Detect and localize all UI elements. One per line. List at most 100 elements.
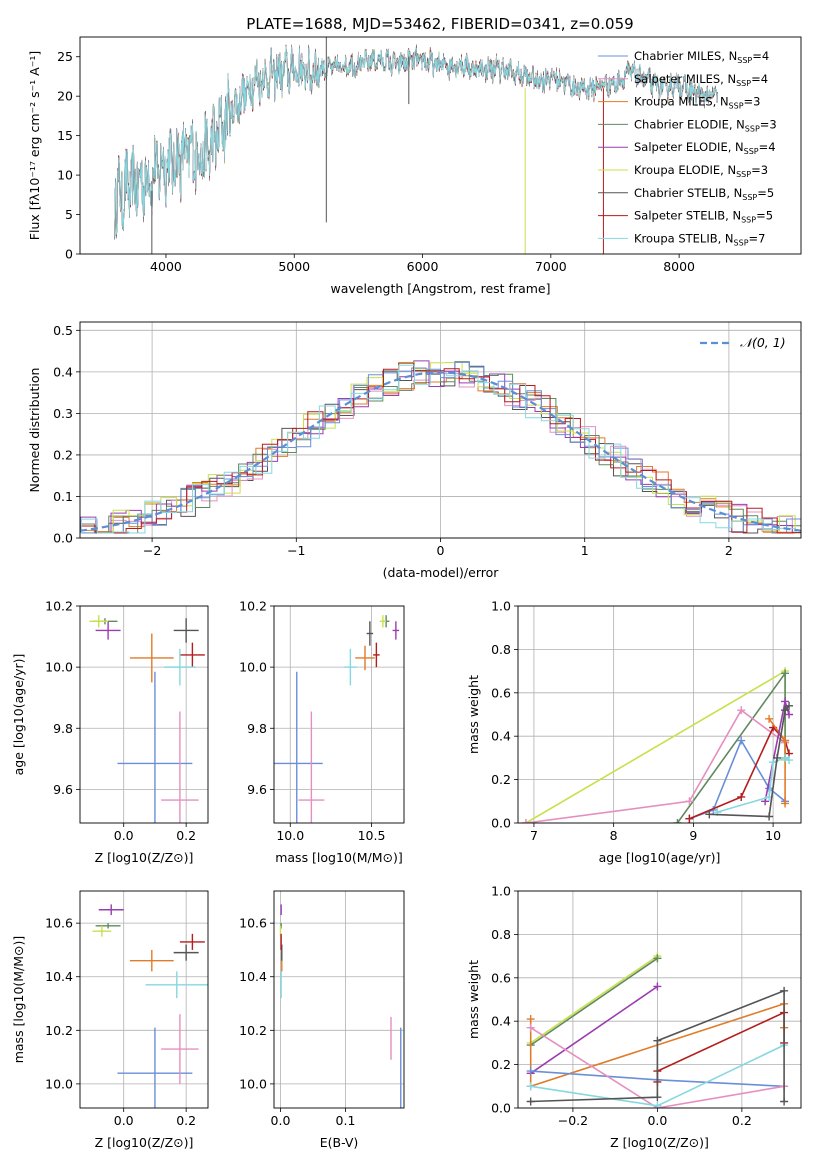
weight-marker-salpeter-elodie	[781, 697, 790, 706]
x-tick-label: 0.2	[732, 1113, 752, 1128]
y-tick-label: 1.0	[491, 599, 511, 614]
x-tick-label: 6000	[407, 259, 439, 274]
weight-marker-chabrier-stelib	[653, 1093, 662, 1102]
y-tick-label: 10.4	[239, 969, 267, 984]
panel-mass_vs_Z: 0.0 0.2 10.0 10.2 10.4 10.6 Z [log10(Z/Z⊙)] mas…	[11, 890, 209, 1150]
x-tick-label: 0.0	[114, 1113, 134, 1128]
y-tick-label: 10	[57, 168, 73, 183]
plot-area	[274, 615, 400, 823]
y-tick-label: 10.4	[45, 969, 73, 984]
histogram-kroupa-stelib	[80, 364, 801, 534]
y-tick-label: 10.2	[45, 1023, 73, 1038]
legend-label-kroupa-elodie: Kroupa ELODIE, NSSP=3	[634, 163, 768, 179]
y-tick-label: 1.0	[491, 884, 511, 899]
y-tick-label: 10.6	[45, 916, 73, 931]
x-tick-label: 7000	[535, 259, 567, 274]
weight-marker-kroupa-miles	[526, 1015, 535, 1024]
legend-value: =3	[751, 163, 768, 177]
weight-marker-kroupa-stelib	[526, 1082, 535, 1091]
x-tick-label: 8	[610, 828, 618, 843]
weight-marker-salpeter-elodie	[785, 710, 794, 719]
y-tick-label: 0.2	[491, 772, 511, 787]
weight-line-salpeter-elodie	[530, 985, 658, 1074]
errorbar-kroupa-miles	[129, 949, 174, 972]
errorbar-kroupa-miles	[355, 645, 375, 671]
weight-marker-kroupa-miles	[765, 714, 774, 723]
legend-subscript: SSP	[736, 170, 751, 179]
x-axis-label: wavelength [Angstrom, rest frame]	[330, 281, 550, 296]
legend-label-chabrier-stelib: Chabrier STELIB, NSSP=5	[634, 186, 774, 202]
weight-marker-kroupa-stelib	[653, 1101, 662, 1108]
legend-label-kroupa-miles: Kroupa MILES, NSSP=3	[634, 95, 760, 111]
y-tick-label: 10.0	[45, 1076, 73, 1091]
weight-marker-salpeter-miles	[526, 1023, 535, 1032]
errorbar-salpeter-elodie	[95, 621, 121, 640]
x-axis-label: Z [log10(Z/Z⊙)]	[95, 850, 194, 865]
legend-value: =5	[756, 209, 773, 223]
y-tick-label: 10.0	[239, 1076, 267, 1091]
legend-subscript: SSP	[729, 102, 744, 111]
y-tick-label: 0.4	[491, 729, 511, 744]
weight-marker-chabrier-stelib	[705, 810, 714, 819]
errorbar-salpeter-stelib	[179, 642, 205, 668]
weight-line-chabrier-elodie	[530, 957, 658, 1046]
legend-label-chabrier-elodie: Chabrier ELODIE, NSSP=3	[634, 117, 777, 133]
y-axis-label: Normed distribution	[27, 368, 42, 493]
weight-marker-chabrier-stelib	[780, 1097, 789, 1106]
weight-marker-chabrier-stelib	[526, 1097, 535, 1106]
legend-subscript: SSP	[744, 147, 759, 156]
histogram-salpeter-elodie	[80, 360, 801, 534]
histogram-salpeter-miles	[80, 372, 801, 534]
axes-frame	[79, 36, 802, 255]
legend-subscript: SSP	[742, 193, 757, 202]
x-tick-label: 8000	[663, 259, 695, 274]
histogram-salpeter-stelib	[80, 362, 801, 534]
panel-mass_vs_ebv: 0.0 0.1 10.0 10.2 10.4 10.6 E(B-V)	[239, 890, 405, 1150]
y-tick-label: 0.6	[491, 970, 511, 985]
errorbar-salpeter-miles	[298, 711, 325, 823]
weight-marker-salpeter-miles	[685, 797, 694, 806]
y-tick-label: 0.8	[491, 642, 511, 657]
x-tick-label: −0.2	[558, 1113, 588, 1128]
plot-area	[80, 360, 801, 534]
errorbar-salpeter-stelib	[373, 642, 380, 668]
legend-label-kroupa-stelib: Kroupa STELIB, NSSP=7	[634, 231, 765, 247]
x-axis-label: age [log10(age/yr)]	[599, 850, 721, 865]
y-axis-label: mass weight	[466, 675, 481, 754]
errorbar-chabrier-stelib	[173, 944, 199, 961]
histogram-kroupa-elodie	[80, 361, 801, 534]
axes-frame	[517, 605, 802, 824]
weight-line-salpeter-miles	[530, 1027, 785, 1108]
weight-line-salpeter-miles	[525, 709, 786, 823]
axes-frame	[79, 890, 209, 1109]
legend-subscript: SSP	[741, 216, 756, 225]
weight-marker-chabrier-stelib	[773, 753, 782, 762]
errorbar-kroupa-elodie	[89, 615, 109, 628]
y-tick-label: 0.6	[491, 685, 511, 700]
x-tick-label: 4000	[150, 259, 182, 274]
plot-area	[521, 667, 794, 823]
errorbar-kroupa-miles	[129, 633, 174, 683]
weight-marker-chabrier-stelib	[653, 1036, 662, 1045]
x-tick-label: 0.0	[114, 828, 134, 843]
x-tick-label: 2	[725, 543, 733, 558]
x-tick-label: 7	[530, 828, 538, 843]
panel-weight_vs_age: 7 8 9 10 0.0 0.2 0.4 0.6 0.8 1.0 age [log10(age/yr…	[466, 599, 802, 865]
y-tick-label: 0.3	[53, 406, 73, 421]
weight-marker-salpeter-elodie	[653, 982, 662, 991]
errorbar-kroupa-elodie	[92, 925, 112, 937]
y-tick-label: 10.2	[239, 599, 267, 614]
plot-area	[279, 904, 402, 1108]
x-tick-label: 10.5	[358, 828, 386, 843]
histogram-chabrier-miles	[80, 361, 801, 534]
y-tick-label: 15	[57, 128, 73, 143]
legend-subscript: SSP	[734, 238, 749, 247]
y-tick-label: 0.1	[53, 489, 73, 504]
x-tick-label: 0.0	[271, 1113, 291, 1128]
y-tick-label: 0	[65, 247, 73, 262]
y-tick-label: 10.0	[239, 660, 267, 675]
x-tick-label: 0	[437, 543, 445, 558]
panel-weight_vs_Z: −0.2 0.0 0.2 0.0 0.2 0.4 0.6 0.8 1.0 Z [log10(Z/Z…	[466, 884, 802, 1150]
y-tick-label: 10.6	[239, 916, 267, 931]
